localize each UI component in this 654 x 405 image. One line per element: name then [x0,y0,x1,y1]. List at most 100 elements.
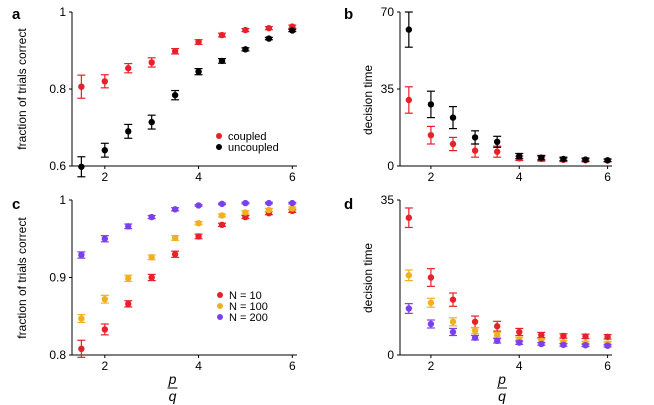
y-axis-label-b: decision time [361,65,375,135]
data-point [218,200,226,208]
data-point [78,315,85,322]
data-point [493,148,501,155]
data-point [148,213,155,221]
data-point [148,274,155,281]
data-point [405,272,413,279]
data-point [218,57,226,65]
data-point [493,337,501,345]
y-tick-label-b: 0 [387,159,394,173]
x-tick-label-b: 4 [516,170,523,184]
panel-label-b: b [344,6,353,23]
data-point [405,26,413,33]
data-point [171,251,179,258]
data-point [289,199,296,207]
legend-label: coupled [228,131,267,143]
y-tick-label-a: 0.8 [49,82,66,96]
data-point [101,147,109,154]
x-axis-label-num-d: p [497,371,506,387]
data-point [78,251,85,259]
data-point [560,332,567,340]
data-point [195,220,202,227]
y-tick-label-a: 1 [59,5,66,19]
x-tick-label-a: 6 [289,170,296,184]
panel-label-d: d [344,196,353,213]
data-point [427,274,435,281]
y-axis-label-d: decision time [361,243,375,313]
x-tick-label-c: 6 [289,359,296,373]
x-tick-label-d: 2 [428,359,435,373]
y-tick-label-d: 35 [381,193,395,207]
data-point [125,65,132,72]
data-point [195,68,202,75]
data-point [405,305,413,312]
data-point [195,38,202,46]
data-point [78,163,85,170]
data-point [218,212,226,219]
x-axis-label-den-d: q [498,388,506,404]
x-tick-label-d: 6 [604,359,611,373]
data-point [171,48,179,55]
data-point [405,96,413,104]
legend-marker [217,314,223,320]
data-point [101,326,109,333]
data-point [471,327,479,334]
y-tick-label-d: 0 [387,348,394,362]
data-point [560,155,567,163]
x-tick-label-d: 4 [516,359,523,373]
legend-label: N = 100 [229,301,268,313]
data-point [171,234,179,242]
data-point [242,46,249,53]
data-point [582,342,589,349]
data-point [604,157,611,164]
x-tick-label-b: 2 [428,170,435,184]
data-point [171,206,179,213]
data-point [471,334,479,341]
data-point [242,213,249,221]
x-tick-label-c: 4 [195,359,202,373]
data-point [516,328,523,336]
data-point [195,202,202,209]
data-point [195,233,202,240]
data-point [148,118,155,126]
data-point [148,59,155,66]
data-point [538,340,545,348]
data-point [78,83,85,90]
data-point [560,341,567,349]
x-tick-label-c: 2 [101,359,108,373]
data-point [427,132,435,139]
data-point [125,275,132,282]
data-point [427,299,435,306]
data-point [493,138,501,145]
y-tick-label-b: 35 [381,82,395,96]
data-point [427,101,435,108]
x-tick-label-a: 4 [195,170,202,184]
y-tick-label-c: 0.9 [49,271,66,285]
data-point [604,333,611,341]
data-point [265,24,273,32]
legend-label: uncoupled [228,142,279,154]
data-point [101,78,109,85]
x-tick-label-a: 2 [101,170,108,184]
data-point [242,199,249,207]
data-point [171,91,179,99]
x-axis-label-den-c: q [169,388,177,404]
data-point [449,328,457,336]
data-point [101,235,109,242]
x-tick-label-b: 6 [604,170,611,184]
data-point [125,300,132,308]
panel-label-c: c [12,196,20,213]
data-point [538,154,545,161]
data-point [493,323,501,330]
x-axis-label-num-c: p [168,371,177,387]
data-point [289,205,296,212]
legend-marker [217,292,223,298]
data-point [538,331,545,339]
data-point [265,206,273,214]
data-point [516,339,523,346]
data-point [242,209,249,216]
data-point [582,333,589,340]
data-point [265,35,273,42]
data-point [78,345,85,352]
legend-marker [216,133,222,139]
data-point [289,27,296,34]
